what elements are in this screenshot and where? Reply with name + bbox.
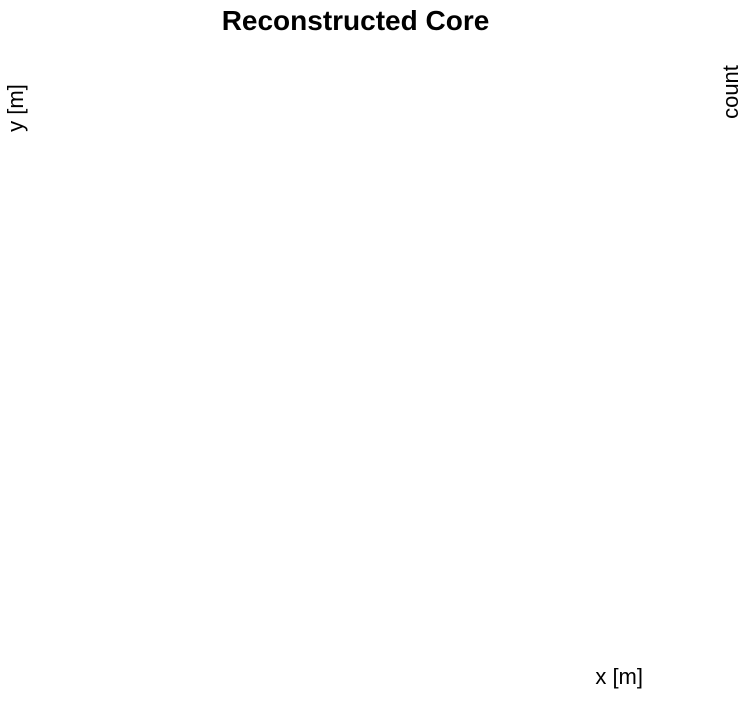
colorbar-title: count — [718, 65, 743, 119]
colorbar — [647, 44, 695, 634]
y-axis-title: y [m] — [3, 84, 28, 132]
x-axis-title: x [m] — [595, 664, 643, 689]
histogram-heatmap — [68, 44, 643, 634]
plot-title: Reconstructed Core — [221, 5, 490, 36]
